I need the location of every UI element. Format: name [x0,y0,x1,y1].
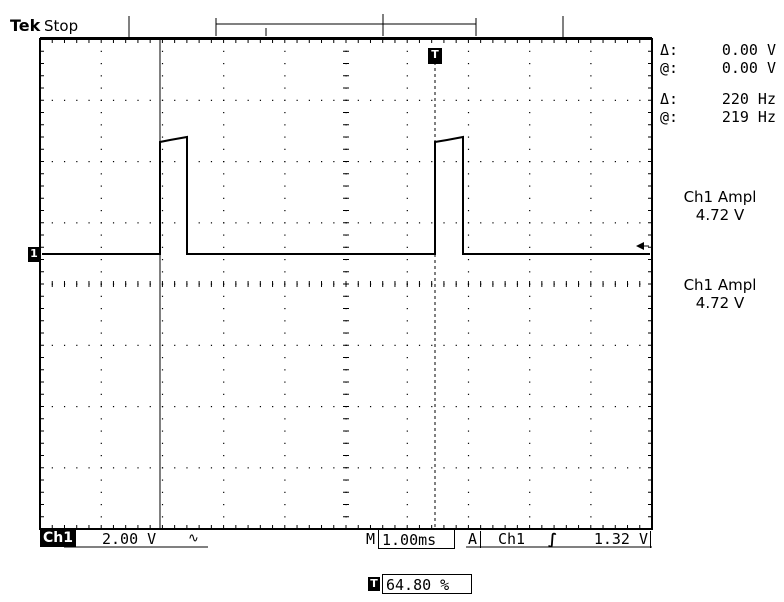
freq-delta-value: 220 Hz [721,90,776,108]
cursor-delta-label: Δ: [660,41,679,59]
freq-at-label: @: [660,108,679,126]
trigger-position-box: 64.80 % [382,574,472,594]
ch1-waveform [42,135,650,255]
ch1-ground-marker-icon: 1 [28,247,40,262]
time-per-div: 1.00ms [382,531,437,549]
freq-delta-label: Δ: [660,90,679,108]
acquisition-status: Stop [44,17,79,35]
brand-label: Tek [10,16,41,35]
freq-at-value: 219 Hz [721,108,776,126]
trigger-marker-icon: T [428,48,442,64]
ch1-badge[interactable]: Ch1 [40,530,76,547]
measurement-1-value: 4.72 V [695,206,745,224]
trigger-source: Ch1 [498,530,526,548]
bandwidth-limit-icon: ∿ [188,531,199,546]
volts-per-div: 2.00 V [102,530,157,548]
cursor-voltage-at: 0.00 V [721,59,776,77]
measurement-1-label: Ch1 Ampl [683,188,757,206]
a-prefix: A [468,530,478,548]
trigger-position-icon: T [368,577,380,591]
graticule-grid [39,38,653,530]
trigger-level: 1.32 V [593,530,648,548]
m-prefix: M [366,530,376,548]
time-per-div-box: 1.00ms [378,529,455,549]
trigger-slope-icon: ∫ [548,530,558,548]
measurement-2-label: Ch1 Ampl [683,276,757,294]
record-view-bracket [215,14,477,36]
level-arrow-icon [636,242,644,250]
measurement-2-value: 4.72 V [695,294,745,312]
cursor-at-label: @: [660,59,679,77]
trigger-position-value: 64.80 % [386,576,450,594]
cursor-voltage-delta: 0.00 V [721,41,776,59]
